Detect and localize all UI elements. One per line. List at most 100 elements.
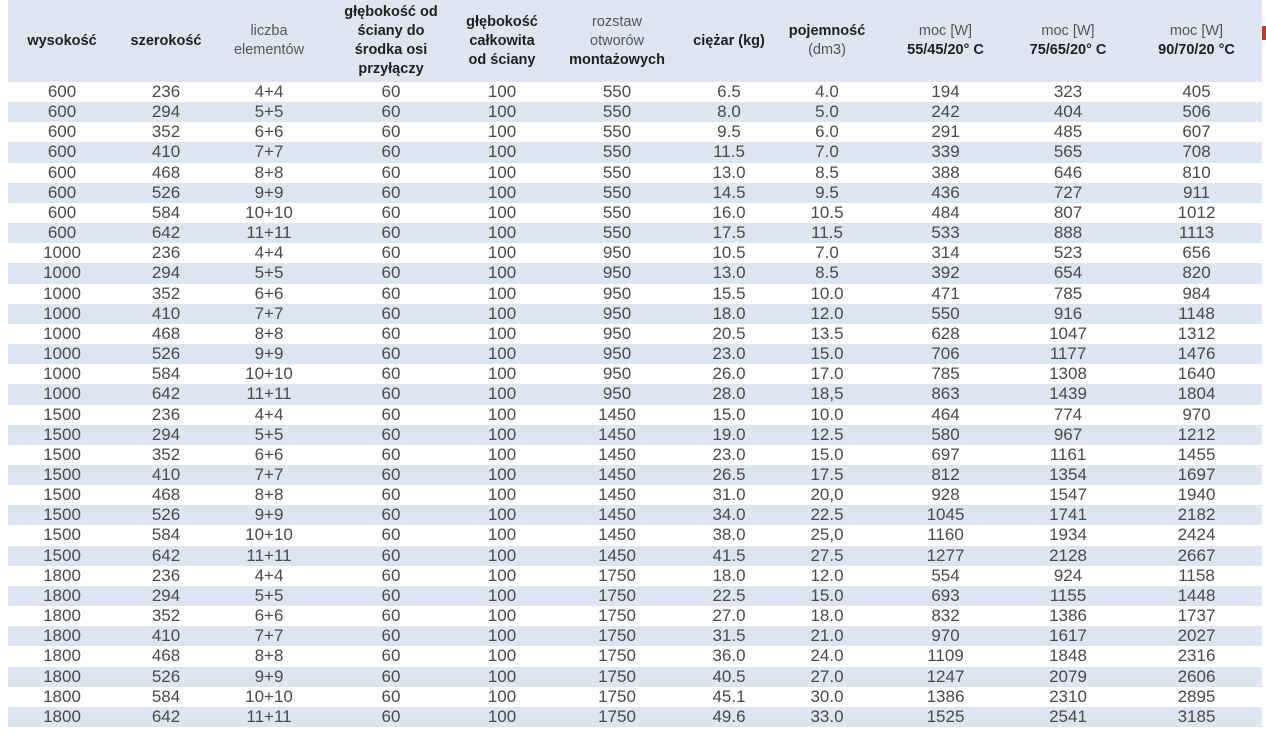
table-cell: 60 <box>322 706 460 727</box>
table-cell: 100 <box>460 424 544 445</box>
table-cell: 6.0 <box>815 122 839 142</box>
table-cell: 6+6 <box>254 606 284 626</box>
table-cell: 10+10 <box>245 364 293 384</box>
table-row: 1800 526 9+9 60 100 1750 40.5 27.0 1247 2079 2606 <box>8 666 1262 687</box>
header-text: 55/45/20° C <box>907 42 984 58</box>
header-text: elementów <box>233 42 305 58</box>
header-text: otworów <box>590 32 644 49</box>
table-cell: 1500 <box>8 545 116 566</box>
table-cell: 727 <box>1005 182 1131 203</box>
header-cell: liczba elementów <box>216 0 322 82</box>
table-cell: 60 <box>322 464 460 486</box>
table-cell: 410 <box>116 626 216 647</box>
table-cell: 100 <box>487 525 517 545</box>
table-cell: 100 <box>487 485 517 505</box>
table-cell: 697 <box>931 444 960 464</box>
header-text: głębokość <box>466 13 538 30</box>
table-cell: 1450 <box>544 545 690 566</box>
table-cell: 19.0 <box>690 424 768 445</box>
table-row: 600 468 8+8 60 100 550 13.0 8.5 388 646 810 <box>8 163 1262 183</box>
table-row: 1800 468 8+8 60 100 1750 36.0 24.0 1109 1848 2316 <box>8 646 1262 666</box>
table-cell: 1113 <box>1131 223 1262 244</box>
table-cell: 928 <box>931 485 960 505</box>
table-cell: 1045 <box>886 505 1005 526</box>
table-cell: 100 <box>460 303 544 324</box>
header-text: ciężar (kg) <box>693 32 765 49</box>
table-cell: 60 <box>381 565 401 585</box>
table-cell: 294 <box>116 102 216 123</box>
header-text: wysokość <box>27 32 97 49</box>
table-cell: 1750 <box>598 565 636 585</box>
table-cell: 9.5 <box>717 122 741 142</box>
table-cell: 785 <box>931 364 960 384</box>
table-cell: 2027 <box>1131 626 1262 647</box>
table-cell: 1450 <box>598 525 636 545</box>
table-cell: 14.5 <box>690 182 768 203</box>
header-cell: pojemność (dm3) <box>768 0 886 82</box>
table-cell: 60 <box>322 666 460 687</box>
table-row: 1000 526 9+9 60 100 950 23.0 15.0 706 1177 1476 <box>8 344 1262 365</box>
table-cell: 584 <box>151 686 181 706</box>
table-cell: 60 <box>381 364 401 384</box>
table-cell: 642 <box>116 545 216 566</box>
table-cell: 60 <box>381 646 401 666</box>
table-cell: 10+10 <box>245 525 293 545</box>
header-cell: moc [W] 55/45/20° C <box>886 0 1005 82</box>
table-cell: 236 <box>151 82 181 101</box>
table-cell: 1800 <box>8 585 116 607</box>
table-cell: 60 <box>322 344 460 365</box>
table-cell: 1697 <box>1131 464 1262 486</box>
table-cell: 1940 <box>1177 485 1216 505</box>
table-cell: 294 <box>116 424 216 445</box>
table-cell: 1277 <box>886 545 1005 566</box>
table-cell: 807 <box>1053 202 1083 222</box>
table-cell: 100 <box>460 384 544 405</box>
table-cell: 60 <box>381 82 401 101</box>
table-cell: 15.0 <box>810 444 844 464</box>
table-cell: 2895 <box>1177 686 1216 706</box>
table-cell: 693 <box>886 585 1005 607</box>
table-cell: 584 <box>151 202 181 222</box>
table-row: 1500 526 9+9 60 100 1450 34.0 22.5 1045 1741 2182 <box>8 505 1262 526</box>
table-cell: 600 <box>47 202 77 222</box>
table-cell: 2606 <box>1131 666 1262 687</box>
table-cell: 1450 <box>598 444 636 464</box>
table-cell: 5+5 <box>216 263 322 284</box>
table-cell: 31.0 <box>712 485 746 505</box>
table-cell: 26.5 <box>690 464 768 486</box>
table-wrap: wysokość szerokość liczba elementów głębo… <box>8 0 1262 727</box>
table-cell: 242 <box>886 102 1005 123</box>
table-cell: 863 <box>886 384 1005 405</box>
table-cell: 832 <box>931 606 960 626</box>
table-row: 1500 642 11+11 60 100 1450 41.5 27.5 1277 2128 266… <box>8 545 1262 566</box>
table-cell: 706 <box>886 344 1005 365</box>
header-cell: szerokość <box>116 0 216 82</box>
table-cell: 2316 <box>1177 646 1216 666</box>
table-cell: 314 <box>931 243 960 263</box>
table-cell: 60 <box>322 626 460 647</box>
table-cell: 23.0 <box>690 344 768 365</box>
table-cell: 9+9 <box>216 182 322 203</box>
table-cell: 1500 <box>43 444 81 464</box>
table-cell: 1450 <box>544 424 690 445</box>
table-cell: 550 <box>544 102 690 123</box>
table-cell: 352 <box>151 122 181 142</box>
table-cell: 1750 <box>598 606 636 626</box>
table-cell: 11+11 <box>216 384 322 405</box>
table-cell: 812 <box>886 464 1005 486</box>
table-cell: 1617 <box>1005 626 1131 647</box>
table-cell: 1160 <box>927 525 964 545</box>
table-cell: 526 <box>116 344 216 365</box>
table-cell: 236 <box>151 404 181 424</box>
table-cell: 25,0 <box>810 525 844 545</box>
table-cell: 33.0 <box>768 706 886 727</box>
table-row: 1500 352 6+6 60 100 1450 23.0 15.0 697 1161 1455 <box>8 445 1262 465</box>
table-cell: 646 <box>1053 162 1083 182</box>
table-cell: 13.0 <box>690 263 768 284</box>
table-cell: 41.5 <box>690 545 768 566</box>
table-cell: 950 <box>544 344 690 365</box>
table-row: 1000 410 7+7 60 100 950 18.0 12.0 550 916 1148 <box>8 303 1262 324</box>
table-cell: 1750 <box>544 585 690 607</box>
table-cell: 60 <box>381 323 401 343</box>
